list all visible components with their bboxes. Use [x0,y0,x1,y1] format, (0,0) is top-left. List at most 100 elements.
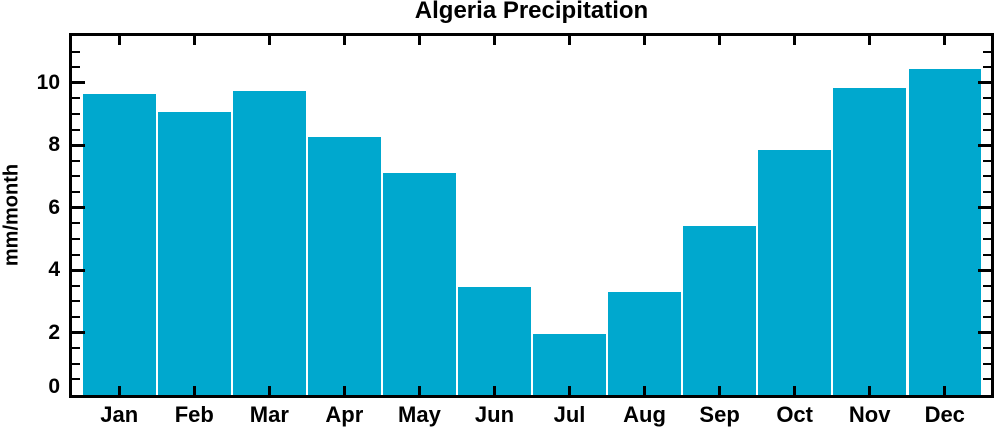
bar-sep [683,226,756,395]
y-tick-label: 2 [48,320,60,344]
x-tick-bottom [267,386,271,395]
x-tick-top [117,36,121,45]
y-major-tick-right [978,143,991,147]
y-major-tick-left [72,206,85,210]
x-tick-label-jul: Jul [553,402,586,427]
x-tick-label-apr: Apr [325,402,364,427]
x-tick-label-jun: Jun [474,402,515,427]
y-major-tick-right [978,331,991,335]
bar-dec [908,68,981,395]
y-minor-tick-left [72,253,80,256]
y-minor-tick-right [983,237,991,240]
y-minor-tick-right [983,347,991,350]
y-major-tick-left [72,143,85,147]
y-tick-label: 10 [36,70,60,94]
x-tick-top [417,36,421,45]
x-tick-bottom [793,386,797,395]
y-minor-tick-right [983,97,991,100]
y-minor-tick-left [72,175,80,178]
bar-aug [608,291,681,395]
bar-oct [758,149,831,395]
x-tick-bottom [117,386,121,395]
y-minor-tick-left [72,237,80,240]
x-tick-label-nov: Nov [848,402,891,427]
x-tick-label-mar: Mar [249,402,289,427]
y-major-tick-left [72,331,85,335]
bar-jan [83,93,156,395]
y-tick-label: 8 [48,133,60,157]
y-major-tick-left [72,81,85,85]
y-minor-tick-right [983,159,991,162]
y-minor-tick-right [983,128,991,131]
y-minor-tick-left [72,347,80,350]
y-major-tick-right [978,268,991,272]
y-tick-label: 6 [48,195,60,219]
y-minor-tick-left [72,66,80,69]
y-minor-tick-right [983,315,991,318]
x-tick-label-oct: Oct [776,402,813,427]
x-tick-top [643,36,647,45]
y-minor-tick-right [983,50,991,53]
bar-jun [458,287,531,395]
x-tick-bottom [718,386,722,395]
y-minor-tick-left [72,159,80,162]
y-tick-label: 0 [48,375,60,398]
bar-may [383,173,456,395]
x-tick-top [943,36,947,45]
y-tick-label: 4 [48,258,60,282]
chart-title: Algeria Precipitation [414,0,649,24]
y-minor-tick-right [983,222,991,225]
plot-area [69,33,994,398]
x-tick-top [793,36,797,45]
y-minor-tick-left [72,284,80,287]
y-minor-tick-right [983,362,991,365]
bar-jul [533,334,606,395]
x-tick-bottom [192,386,196,395]
x-tick-top [868,36,872,45]
x-tick-top [267,36,271,45]
y-minor-tick-right [983,113,991,116]
y-minor-tick-left [72,300,80,303]
x-tick-label-feb: Feb [174,402,214,427]
x-tick-label-dec: Dec [924,402,965,427]
y-minor-tick-right [983,191,991,194]
x-tick-top [492,36,496,45]
y-major-tick-right [978,81,991,85]
x-tick-label-jan: Jan [100,402,139,427]
y-minor-tick-right [983,378,991,381]
bar-apr [308,137,381,395]
y-minor-tick-right [983,175,991,178]
y-minor-tick-left [72,191,80,194]
x-tick-bottom [492,386,496,395]
bar-nov [833,87,906,395]
x-tick-label-sep: Sep [699,402,740,427]
x-tick-top [192,36,196,45]
y-minor-tick-right [983,300,991,303]
x-tick-top [342,36,346,45]
y-minor-tick-left [72,113,80,116]
y-major-tick-left [72,268,85,272]
x-tick-label-aug: Aug [623,402,666,427]
x-tick-bottom [417,386,421,395]
y-minor-tick-left [72,378,80,381]
y-minor-tick-left [72,97,80,100]
x-tick-bottom [943,386,947,395]
y-minor-tick-left [72,315,80,318]
x-tick-bottom [568,386,572,395]
x-tick-top [718,36,722,45]
plot-inner [72,36,991,395]
x-tick-bottom [868,386,872,395]
y-minor-tick-right [983,66,991,69]
x-tick-top [568,36,572,45]
x-tick-bottom [342,386,346,395]
y-minor-tick-right [983,253,991,256]
y-minor-tick-left [72,128,80,131]
y-minor-tick-left [72,362,80,365]
bar-mar [233,90,306,395]
bar-feb [158,112,231,395]
x-tick-bottom [643,386,647,395]
y-minor-tick-left [72,222,80,225]
y-minor-tick-right [983,284,991,287]
x-tick-label-may: May [398,402,441,427]
